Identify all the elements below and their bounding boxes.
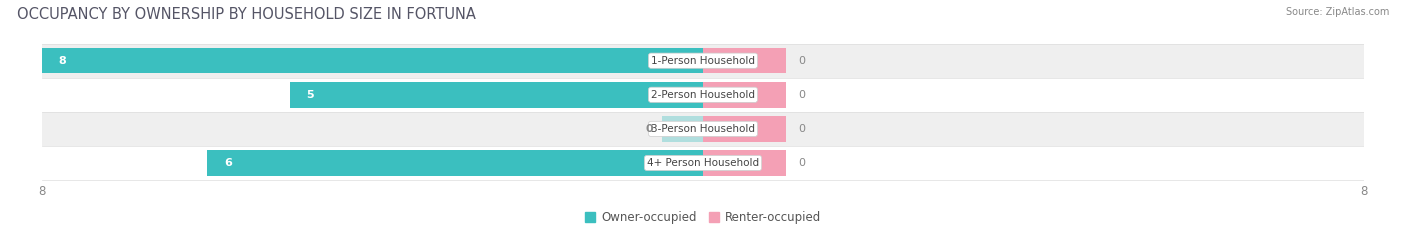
Bar xyxy=(703,150,786,176)
Bar xyxy=(42,48,703,73)
Text: 2-Person Household: 2-Person Household xyxy=(651,90,755,100)
Text: 0: 0 xyxy=(645,124,654,134)
Text: 0: 0 xyxy=(799,158,806,168)
Bar xyxy=(42,78,1364,112)
Bar xyxy=(703,82,786,108)
Bar xyxy=(42,112,1364,146)
Text: OCCUPANCY BY OWNERSHIP BY HOUSEHOLD SIZE IN FORTUNA: OCCUPANCY BY OWNERSHIP BY HOUSEHOLD SIZE… xyxy=(17,7,475,22)
Bar xyxy=(703,116,786,142)
Text: 4+ Person Household: 4+ Person Household xyxy=(647,158,759,168)
Bar xyxy=(42,44,1364,78)
Text: 3-Person Household: 3-Person Household xyxy=(651,124,755,134)
Text: Source: ZipAtlas.com: Source: ZipAtlas.com xyxy=(1285,7,1389,17)
Text: 8: 8 xyxy=(59,56,66,66)
Text: 6: 6 xyxy=(224,158,232,168)
Text: 5: 5 xyxy=(307,90,314,100)
Text: 0: 0 xyxy=(799,90,806,100)
Text: 0: 0 xyxy=(799,124,806,134)
Text: 1-Person Household: 1-Person Household xyxy=(651,56,755,66)
Text: 0: 0 xyxy=(799,56,806,66)
Legend: Owner-occupied, Renter-occupied: Owner-occupied, Renter-occupied xyxy=(579,206,827,229)
Bar xyxy=(290,82,703,108)
Bar xyxy=(662,116,703,142)
Bar xyxy=(207,150,703,176)
Bar xyxy=(42,146,1364,180)
Bar xyxy=(703,48,786,73)
